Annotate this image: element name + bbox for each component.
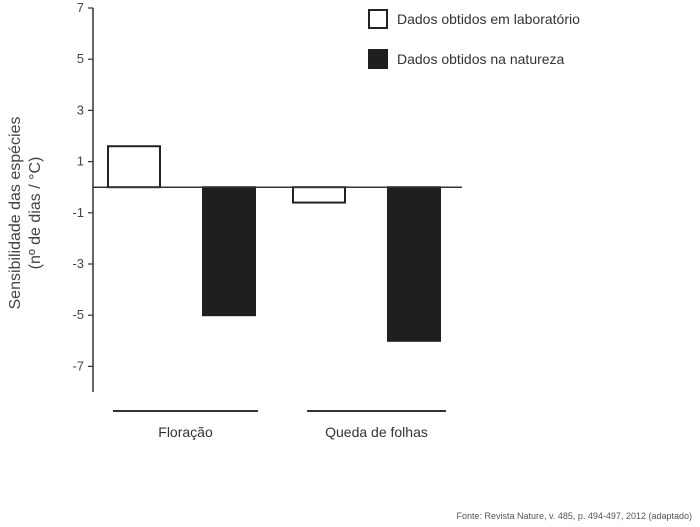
category-label: Queda de folhas (325, 424, 428, 440)
category-axis: Floração Queda de folhas (113, 410, 446, 440)
legend-swatch (368, 9, 388, 29)
y-axis-title-line2: (nº de dias / °C) (27, 157, 44, 270)
bar-laboratorio-0 (107, 145, 161, 189)
bars (107, 145, 441, 342)
category-label: Floração (158, 424, 213, 440)
y-tick-label: 7 (77, 0, 84, 15)
y-axis: 7 5 3 1 -1 -3 -5 -7 (72, 0, 94, 392)
y-tick-label: -7 (72, 358, 84, 373)
bar-natureza-0 (202, 186, 256, 317)
bar-natureza-1 (387, 186, 441, 342)
y-tick-label: 3 (77, 102, 84, 117)
y-tick-label: -3 (72, 256, 84, 271)
y-axis-title-line1: Sensibilidade das espécies (7, 116, 24, 309)
y-tick-label: -5 (72, 307, 84, 322)
y-tick-label: 5 (77, 51, 84, 66)
legend: Dados obtidos em laboratório Dados obtido… (368, 9, 580, 69)
y-tick-label: -1 (72, 205, 84, 220)
y-tick-label: 1 (77, 154, 84, 169)
legend-swatch (368, 49, 388, 69)
legend-label: Dados obtidos em laboratório (397, 11, 580, 27)
y-axis-title: Sensibilidade das espécies (nº de dias /… (7, 116, 44, 309)
bar-laboratorio-1 (292, 186, 346, 204)
legend-label: Dados obtidos na natureza (397, 51, 565, 67)
source-citation: Fonte: Revista Nature, v. 485, p. 494-49… (456, 511, 692, 521)
